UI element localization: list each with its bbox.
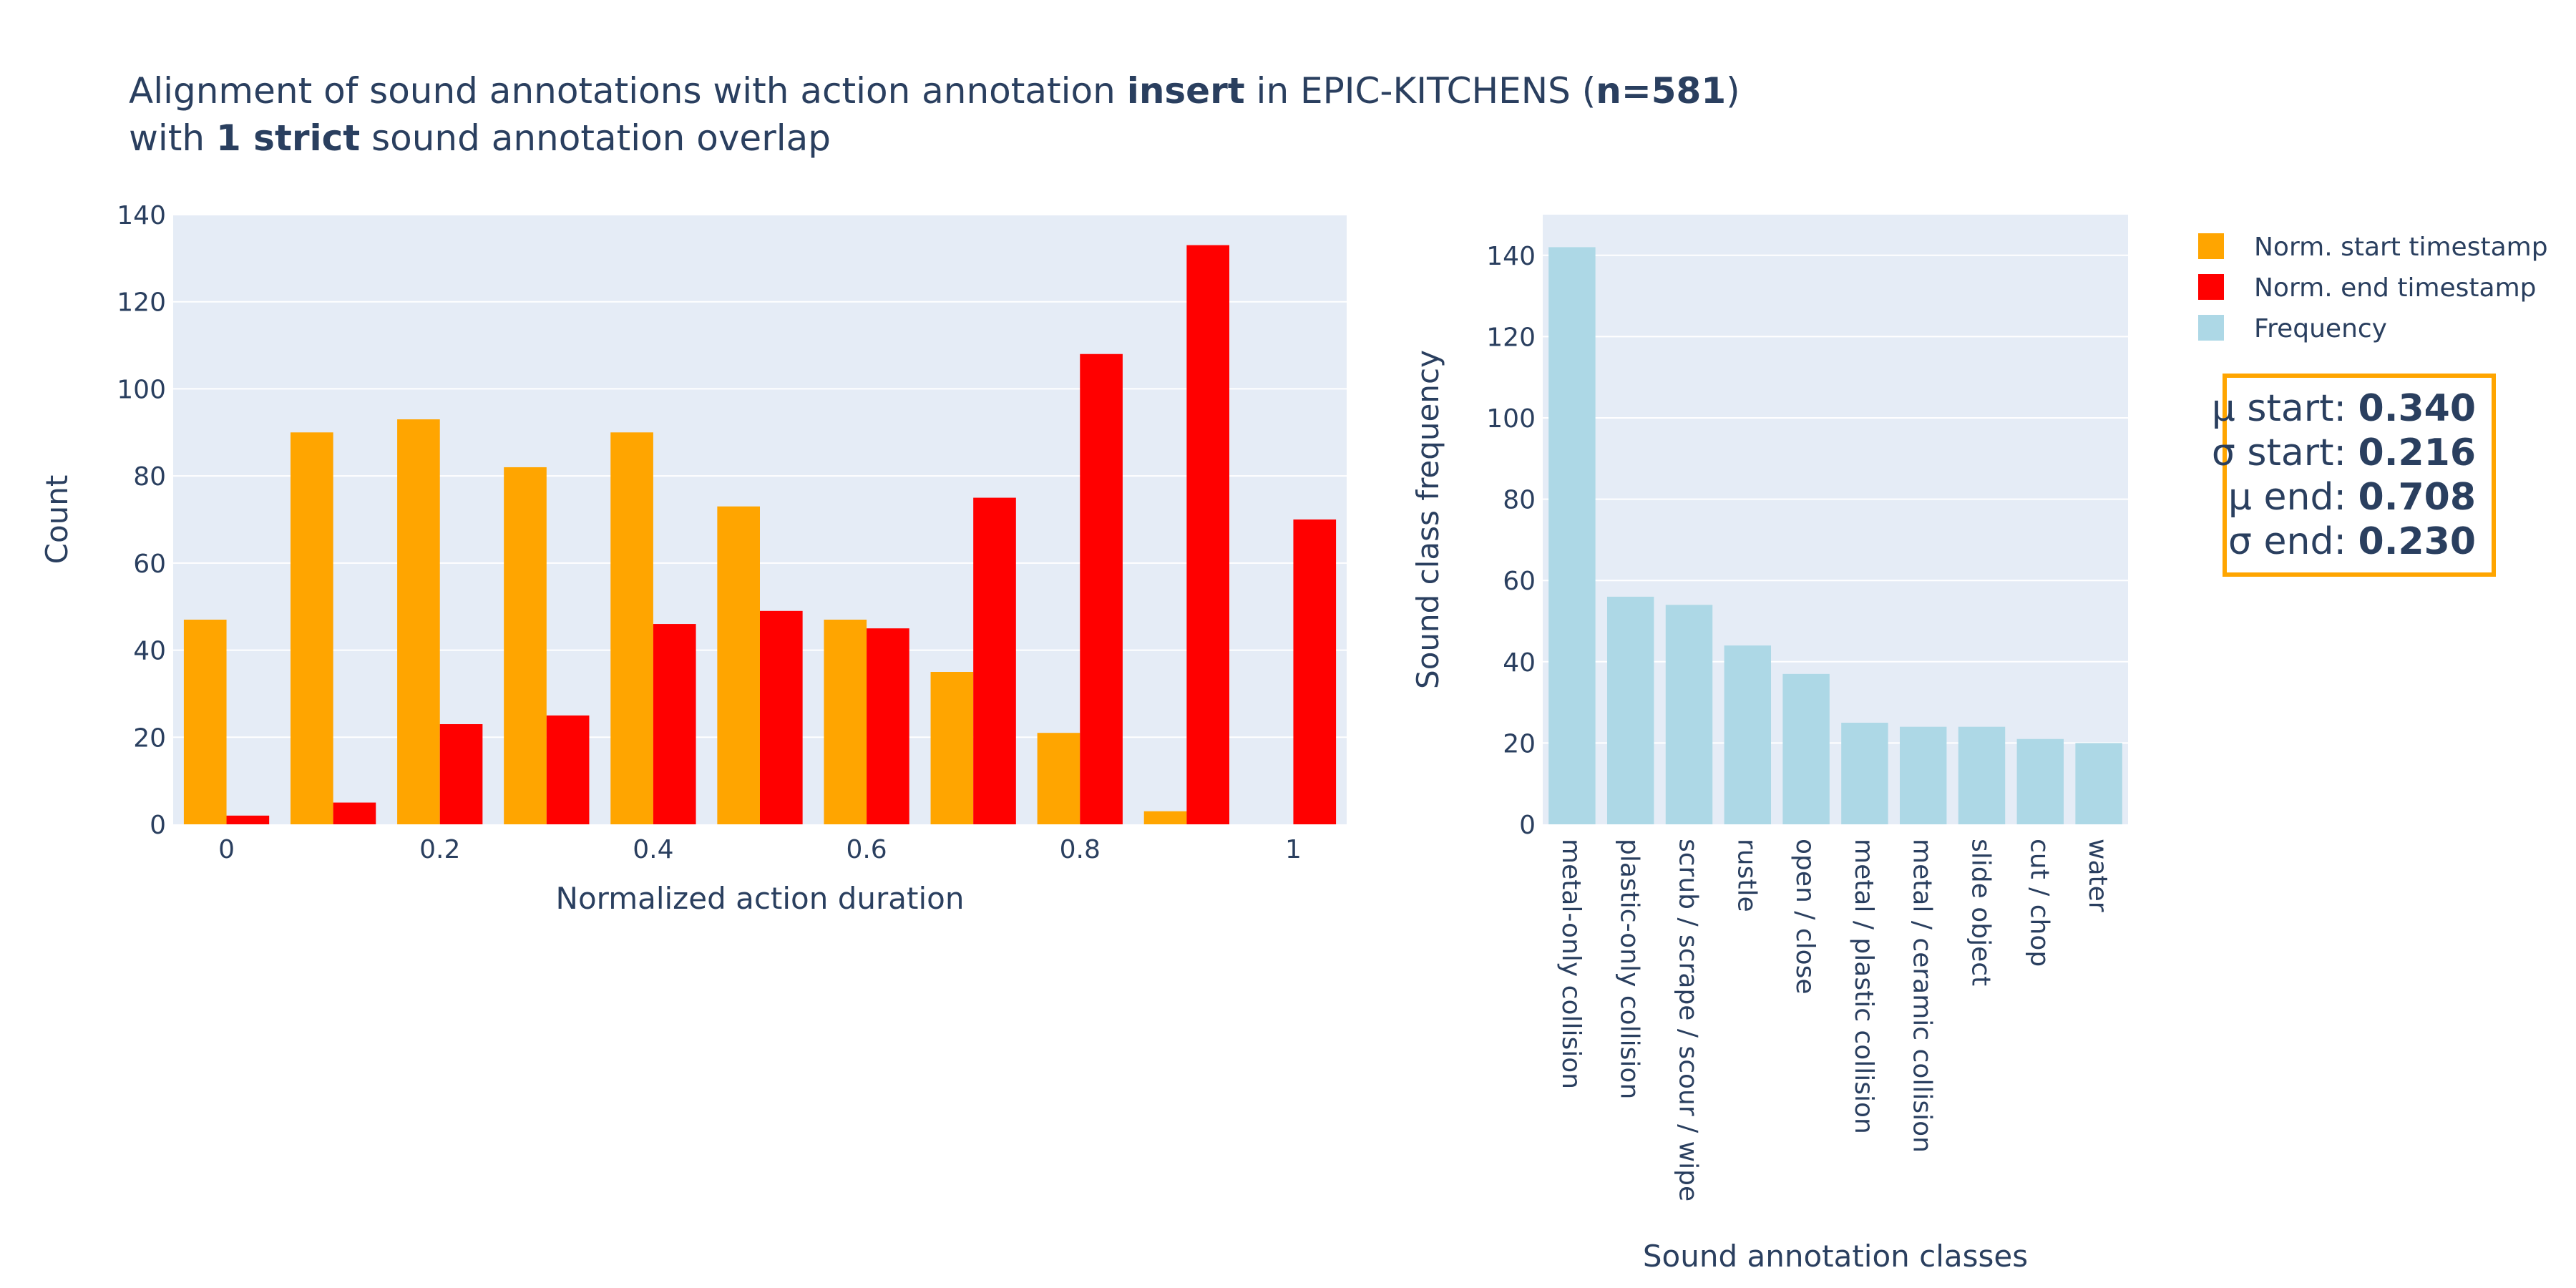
- bar-end: [653, 624, 696, 824]
- stats-label: σ start:: [2211, 431, 2358, 474]
- title-line-1-part-2: in EPIC-KITCHENS (: [1244, 70, 1596, 112]
- x-tick-label-category: metal / ceramic collision: [1908, 839, 1937, 1153]
- bar-frequency: [2075, 743, 2122, 824]
- y-tick-label: 20: [133, 723, 166, 753]
- bar-frequency: [1665, 605, 1713, 824]
- bar-frequency: [1548, 247, 1596, 824]
- y-tick-label: 0: [150, 811, 166, 840]
- x-tick-label-category: water: [2083, 839, 2112, 912]
- x-tick-label-category: metal-only collision: [1556, 839, 1586, 1089]
- bar-end: [973, 497, 1016, 824]
- bar-start: [824, 619, 867, 824]
- bar-start: [930, 672, 974, 824]
- y-tick-label: 40: [1503, 648, 1536, 678]
- bar-start: [1037, 733, 1080, 824]
- x-tick-label: 0.8: [1060, 835, 1101, 864]
- y-tick-label: 0: [1519, 811, 1536, 840]
- bar-start: [1143, 811, 1187, 824]
- title-line-1-part-0: Alignment of sound annotations with acti…: [129, 70, 1127, 112]
- y-tick-label: 100: [1486, 404, 1536, 434]
- bar-frequency: [1782, 673, 1830, 824]
- legend-label: Frequency: [2254, 314, 2387, 343]
- bar-end: [546, 715, 590, 824]
- legend-swatch: [2198, 274, 2224, 300]
- legend-swatch: [2198, 233, 2224, 259]
- bar-start: [610, 432, 653, 824]
- stats-line: μ start: 0.340: [2212, 386, 2476, 431]
- stats-value: 0.708: [2358, 476, 2476, 519]
- bar-frequency: [1724, 645, 1772, 824]
- bar-end: [760, 610, 803, 824]
- y-tick-label: 60: [1503, 567, 1536, 596]
- stats-line: μ end: 0.708: [2228, 475, 2476, 519]
- title-line-2-part-2: sound annotation overlap: [360, 117, 831, 159]
- x-tick-label-category: plastic-only collision: [1615, 839, 1644, 1099]
- y-tick-label: 140: [117, 201, 166, 230]
- y-tick-label: 20: [1503, 729, 1536, 758]
- stats-value: 0.216: [2358, 431, 2476, 474]
- y-tick-label: 60: [133, 550, 166, 579]
- bar-start: [717, 506, 760, 824]
- stats-line: σ start: 0.216: [2212, 431, 2476, 475]
- y-tick-label: 40: [133, 637, 166, 666]
- y-tick-label: 80: [1503, 486, 1536, 515]
- y-tick-label: 100: [117, 375, 166, 404]
- bar-start: [183, 619, 227, 824]
- stats-label: μ end:: [2228, 476, 2358, 519]
- bar-frequency: [2016, 738, 2064, 824]
- title-line-2-part-1: 1 strict: [215, 117, 361, 159]
- stats-box: μ start: 0.340 σ start: 0.216 μ end: 0.708…: [2212, 374, 2496, 577]
- legend-label: Norm. end timestamp: [2254, 273, 2537, 303]
- x-tick-label: 0: [218, 835, 235, 864]
- x-tick-label: 0.2: [419, 835, 460, 864]
- y-tick-label: 140: [1486, 242, 1536, 271]
- stats-label: μ start:: [2211, 387, 2358, 430]
- bar-frequency: [1958, 726, 2006, 824]
- bar-start: [397, 419, 440, 824]
- x-tick-label-category: rustle: [1732, 839, 1761, 912]
- legend-label: Norm. start timestamp: [2254, 233, 2548, 262]
- y-tick-label: 120: [1486, 323, 1536, 352]
- title-line-1-part-3: n=581: [1596, 70, 1727, 112]
- bar-end: [867, 628, 909, 824]
- bar-end: [1186, 245, 1229, 825]
- x-tick-label-category: open / close: [1790, 839, 1820, 995]
- stats-label: σ end:: [2228, 520, 2358, 563]
- x-axis-title: Sound annotation classes: [1643, 1239, 2028, 1274]
- x-tick-label-category: slide object: [1966, 839, 1996, 986]
- bar-start: [291, 432, 333, 824]
- y-axis-title: Count: [39, 475, 74, 565]
- bar-end: [439, 724, 483, 824]
- title-line-1-part-1: insert: [1126, 70, 1245, 112]
- x-tick-label: 0.6: [846, 835, 887, 864]
- bar-frequency: [1606, 596, 1654, 824]
- x-tick-label: 1: [1285, 835, 1302, 864]
- x-tick-label-category: metal / plastic collision: [1849, 839, 1878, 1134]
- chart-title-line-1: Alignment of sound annotations with acti…: [129, 70, 1740, 112]
- stats-value: 0.340: [2358, 387, 2476, 430]
- bar-end: [1293, 519, 1337, 824]
- y-tick-label: 80: [133, 462, 166, 492]
- title-line-2-part-0: with: [129, 117, 216, 159]
- legend-swatch: [2198, 315, 2224, 341]
- x-axis-title: Normalized action duration: [556, 881, 965, 916]
- stats-line: σ end: 0.230: [2228, 519, 2476, 564]
- bar-end: [226, 815, 270, 824]
- bar-frequency: [1841, 723, 1888, 824]
- bar-start: [504, 467, 547, 824]
- y-axis-title: Sound class frequency: [1410, 350, 1445, 689]
- stats-value: 0.230: [2358, 520, 2476, 563]
- title-line-1-part-4: ): [1726, 70, 1740, 112]
- bar-frequency: [1899, 726, 1947, 824]
- x-tick-label: 0.4: [633, 835, 673, 864]
- bar-end: [1080, 353, 1123, 824]
- x-tick-label-category: cut / chop: [2024, 839, 2054, 967]
- x-tick-label-category: scrub / scrape / scour / wipe: [1674, 839, 1703, 1201]
- chart-title-line-2: with 1 strict sound annotation overlap: [129, 117, 831, 159]
- y-tick-label: 120: [117, 288, 166, 318]
- bar-end: [333, 802, 376, 824]
